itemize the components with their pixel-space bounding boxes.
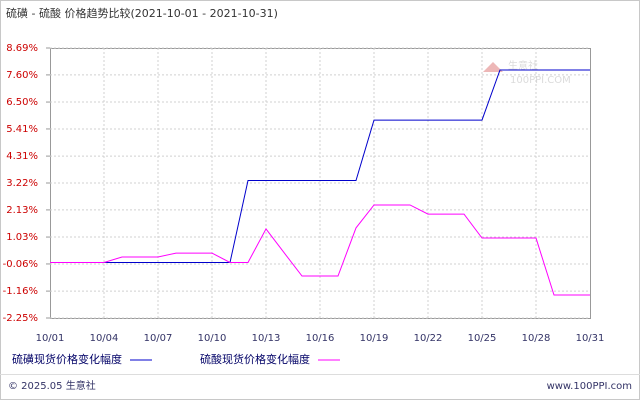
x-tick-label: 10/01	[36, 333, 65, 344]
x-tick-label: 10/13	[252, 333, 281, 344]
x-tick-label: 10/19	[360, 333, 389, 344]
y-tick-label: 2.13%	[6, 205, 38, 216]
footer-url: www.100PPI.com	[547, 381, 632, 392]
x-tick-label: 10/16	[306, 333, 335, 344]
x-tick-label: 10/10	[198, 333, 227, 344]
watermark-name: 生意社	[508, 59, 538, 72]
y-tick-label: -1.16%	[3, 286, 38, 297]
chart-title: 硫磺 - 硫酸 价格趋势比较(2021-10-01 - 2021-10-31)	[6, 6, 278, 20]
x-tick-label: 10/31	[576, 333, 605, 344]
series-line	[50, 204, 590, 296]
legend-label: 硫酸现货价格变化幅度	[200, 352, 310, 366]
watermark-icon	[483, 62, 503, 72]
footer-copyright: © 2025.05 生意社	[8, 379, 96, 392]
x-tick-label: 10/22	[414, 333, 443, 344]
y-tick-label: -0.06%	[3, 259, 38, 270]
y-tick-label: 3.22%	[6, 178, 38, 189]
x-tick-label: 10/25	[468, 333, 497, 344]
y-tick-label: 6.50%	[6, 97, 38, 108]
y-tick-label: 7.60%	[6, 70, 38, 81]
y-tick-label: 4.31%	[6, 151, 38, 162]
watermark: 生意社 100PPI.COM	[483, 59, 571, 86]
y-tick-label: 5.41%	[6, 124, 38, 135]
x-tick-label: 10/07	[144, 333, 173, 344]
x-tick-label: 10/28	[522, 333, 551, 344]
y-tick-label: -2.25%	[3, 313, 38, 324]
y-tick-label: 1.03%	[6, 232, 38, 243]
legend-label: 硫磺现货价格变化幅度	[12, 352, 122, 366]
watermark-url: 100PPI.COM	[510, 75, 571, 86]
y-tick-label: 8.69%	[6, 43, 38, 54]
series-line	[50, 69, 590, 263]
x-tick-label: 10/04	[90, 333, 119, 344]
